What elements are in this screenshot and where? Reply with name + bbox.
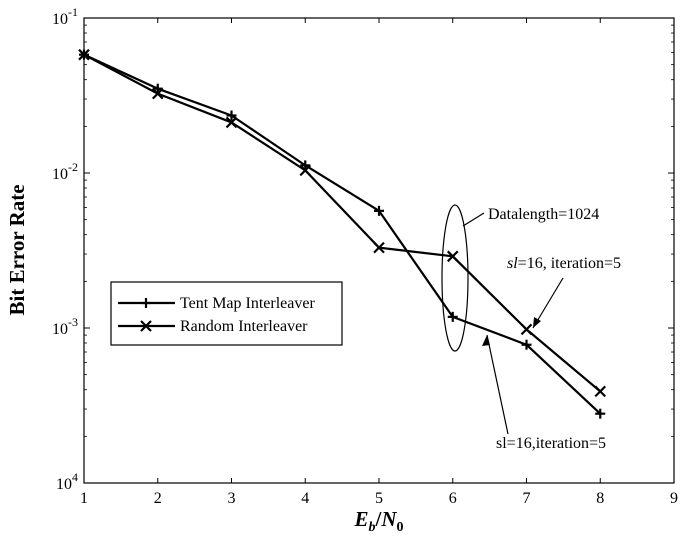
series-1-point — [373, 241, 385, 254]
annotation-tent-arrowhead — [482, 335, 490, 346]
y-tick-label: 10-1 — [52, 5, 78, 28]
series-0-point — [447, 311, 458, 322]
series-line-0 — [83, 53, 602, 415]
x-tick-label: 4 — [301, 490, 309, 507]
annotation-random-arrowhead — [533, 317, 541, 328]
series-0-point — [226, 110, 237, 121]
series-0-point — [521, 339, 532, 350]
legend-label-random: Random Interleaver — [180, 318, 308, 335]
x-axis-label: Eb/N0 — [353, 507, 403, 535]
series-0-point — [595, 408, 606, 419]
legend-marker-symbol-1 — [140, 320, 152, 332]
x-tick-label: 6 — [449, 490, 457, 507]
x-tick-label: 7 — [523, 490, 531, 507]
annotations: Datalength=1024 sl=16, iteration=5 sl=16… — [441, 204, 621, 452]
legend-marker-symbol-0 — [141, 298, 151, 308]
annotation-random-italic: sl — [507, 255, 518, 272]
x-tick-label: 3 — [228, 490, 236, 507]
y-axis-label: Bit Error Rate — [5, 184, 29, 315]
legend-box — [110, 281, 343, 346]
series-1-point — [225, 116, 238, 129]
annotation-datalength-pointer — [462, 212, 485, 227]
y-tick-label: 10-3 — [52, 315, 78, 338]
series-line-1 — [83, 53, 601, 393]
y-tick-label: 10-2 — [52, 160, 78, 183]
x-label-n: N — [380, 507, 397, 531]
legend-label-tent: Tent Map Interleaver — [180, 295, 315, 312]
annotation-tent-note: sl=16,iteration=5 — [496, 435, 606, 452]
series-1-point — [151, 87, 164, 100]
x-label-e-sub: b — [369, 520, 376, 535]
x-tick-label: 5 — [375, 490, 383, 507]
legend-marker-random — [140, 320, 152, 332]
series-1-point — [299, 164, 312, 177]
y-axis-ticks: 10-1 10-2 10-3 104 — [52, 5, 674, 493]
series-0-point — [300, 160, 311, 171]
annotation-datalength: Datalength=1024 — [488, 206, 599, 223]
x-tick-label: 9 — [670, 490, 678, 507]
annotation-ellipse — [441, 204, 469, 352]
series-1-point — [78, 48, 90, 61]
annotation-random-rest: =16, iteration=5 — [518, 255, 621, 272]
legend-marker-tent — [141, 298, 151, 308]
x-tick-label: 1 — [80, 490, 88, 507]
y-tick-label: 104 — [56, 470, 78, 493]
legend: Tent Map Interleaver Random Interleaver — [110, 281, 343, 346]
series-1-point — [446, 250, 459, 263]
x-label-sep: / — [375, 507, 383, 531]
series-1-point — [594, 385, 607, 398]
series-0-point — [374, 205, 384, 216]
series-1-point — [520, 323, 533, 336]
series-layer — [78, 48, 607, 419]
plot-area — [83, 17, 675, 484]
x-axis-ticks: 1 2 3 4 5 6 7 8 9 — [80, 18, 678, 507]
annotation-tent-pointer — [486, 334, 509, 435]
x-label-n-sub: 0 — [397, 520, 404, 535]
annotation-random-note: sl=16, iteration=5 — [507, 255, 621, 272]
x-tick-label: 2 — [154, 490, 162, 507]
x-tick-label: 8 — [596, 490, 604, 507]
series-0-point — [152, 83, 163, 94]
x-label-e: E — [353, 507, 368, 531]
